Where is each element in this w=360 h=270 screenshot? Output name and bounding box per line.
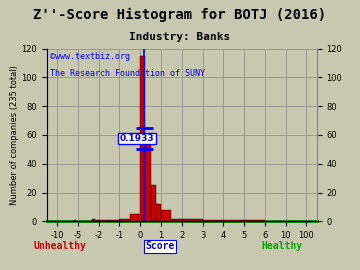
Text: Industry: Banks: Industry: Banks xyxy=(129,32,231,42)
Text: Score: Score xyxy=(145,241,175,251)
Text: Z''-Score Histogram for BOTJ (2016): Z''-Score Histogram for BOTJ (2016) xyxy=(33,8,327,22)
Bar xyxy=(92,218,95,221)
Bar xyxy=(120,218,130,221)
Bar xyxy=(74,220,76,221)
Bar xyxy=(150,185,156,221)
Bar xyxy=(182,218,203,221)
Bar xyxy=(99,220,109,221)
Bar xyxy=(171,218,182,221)
Bar xyxy=(223,220,244,221)
Bar xyxy=(140,56,145,221)
Bar xyxy=(203,220,223,221)
Text: Healthy: Healthy xyxy=(261,241,302,251)
Text: Unhealthy: Unhealthy xyxy=(34,241,87,251)
Text: The Research Foundation of SUNY: The Research Foundation of SUNY xyxy=(50,69,204,78)
Bar xyxy=(109,220,120,221)
Text: 0.1933: 0.1933 xyxy=(120,134,154,143)
Bar xyxy=(130,214,140,221)
Text: ©www.textbiz.org: ©www.textbiz.org xyxy=(50,52,130,61)
Bar xyxy=(156,204,161,221)
Bar xyxy=(244,220,265,221)
Bar xyxy=(145,142,150,221)
Bar xyxy=(95,220,99,221)
Y-axis label: Number of companies (235 total): Number of companies (235 total) xyxy=(10,65,19,205)
Bar xyxy=(161,210,171,221)
